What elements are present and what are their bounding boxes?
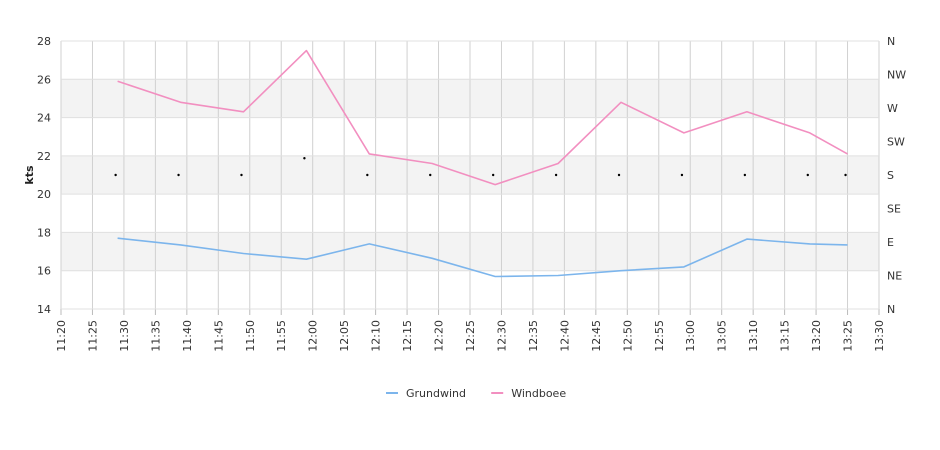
- legend-item-windboee[interactable]: Windboee: [491, 387, 566, 400]
- right-axis-direction-ticks: N NE E SE S SW W NW N: [887, 35, 906, 316]
- x-tick-label: 13:10: [747, 320, 760, 352]
- y-tick-label: 14: [37, 303, 51, 316]
- x-tick-label: 13:15: [779, 320, 792, 352]
- wind-direction-marker: [617, 173, 621, 177]
- x-tick-label: 12:05: [338, 320, 351, 352]
- y-tick-label: 28: [37, 35, 51, 48]
- wind-direction-marker: [554, 173, 558, 177]
- y-axis-label: kts: [23, 165, 36, 185]
- x-tick-label: 12:00: [307, 320, 320, 352]
- x-tick-label: 13:20: [810, 320, 823, 352]
- right-axis-direction-label: S: [887, 169, 894, 182]
- x-tick-label: 12:20: [433, 320, 446, 352]
- x-tick-label: 11:40: [181, 320, 194, 352]
- legend-label: Windboee: [511, 387, 566, 400]
- wind-direction-marker: [240, 173, 243, 177]
- wind-direction-marker: [177, 173, 180, 177]
- wind-direction-marker: [844, 173, 847, 177]
- x-tick-label: 13:30: [873, 320, 886, 352]
- x-tick-label: 12:35: [527, 320, 540, 352]
- legend-label: Grundwind: [406, 387, 466, 400]
- x-axis-ticks: 11:20 11:25 11:30 11:35 11:40 11:45 11:50 11:55…: [55, 320, 886, 352]
- wind-direction-marker: [303, 157, 306, 160]
- x-tick-label: 11:30: [118, 320, 131, 352]
- legend[interactable]: Grundwind Windboee: [386, 387, 566, 400]
- wind-direction-marker: [743, 173, 747, 177]
- y-tick-label: 18: [37, 226, 51, 239]
- x-tick-label: 13:25: [842, 320, 855, 352]
- vertical-gridlines: [60, 41, 880, 315]
- wind-direction-marker: [429, 173, 432, 177]
- x-tick-label: 11:45: [212, 320, 225, 352]
- x-tick-label: 11:25: [86, 320, 99, 352]
- y-tick-label: 20: [37, 188, 51, 201]
- x-tick-label: 12:30: [495, 320, 508, 352]
- x-tick-label: 11:35: [149, 320, 162, 352]
- x-tick-label: 12:15: [401, 320, 414, 352]
- x-tick-label: 11:55: [275, 320, 288, 352]
- x-tick-label: 13:00: [684, 320, 697, 352]
- wind-direction-marker: [114, 173, 117, 177]
- x-tick-label: 12:25: [464, 320, 477, 352]
- y-tick-label: 22: [37, 150, 51, 163]
- series-lines: [117, 49, 848, 278]
- y-tick-label: 26: [37, 73, 51, 86]
- right-axis-direction-label: NW: [887, 69, 906, 82]
- x-tick-label: 12:10: [370, 320, 383, 352]
- right-axis-direction-label: W: [887, 102, 898, 115]
- x-tick-label: 12:55: [653, 320, 666, 352]
- y-tick-label: 16: [37, 265, 51, 278]
- x-tick-label: 12:40: [558, 320, 571, 352]
- right-axis-direction-label: NE: [887, 270, 902, 283]
- right-axis-direction-label: N: [887, 303, 895, 316]
- y-axis-ticks: 14 16 18 20 22 24 26 28: [37, 35, 51, 316]
- wind-direction-marker: [366, 173, 369, 177]
- x-tick-label: 12:45: [590, 320, 603, 352]
- x-tick-label: 12:50: [621, 320, 634, 352]
- wind-direction-markers: [114, 157, 847, 177]
- x-tick-label: 11:50: [244, 320, 257, 352]
- right-axis-direction-label: N: [887, 35, 895, 48]
- wind-direction-marker: [491, 173, 495, 177]
- right-axis-direction-label: SW: [887, 136, 905, 149]
- x-tick-label: 11:20: [55, 320, 68, 352]
- wind-direction-marker: [680, 173, 684, 177]
- horizontal-gridlines: [61, 40, 879, 310]
- right-axis-direction-label: SE: [887, 203, 901, 216]
- legend-item-grundwind[interactable]: Grundwind: [386, 387, 466, 400]
- x-tick-label: 13:05: [716, 320, 729, 352]
- wind-direction-marker: [806, 173, 809, 177]
- right-axis-direction-label: E: [887, 236, 894, 249]
- y-tick-label: 24: [37, 112, 51, 125]
